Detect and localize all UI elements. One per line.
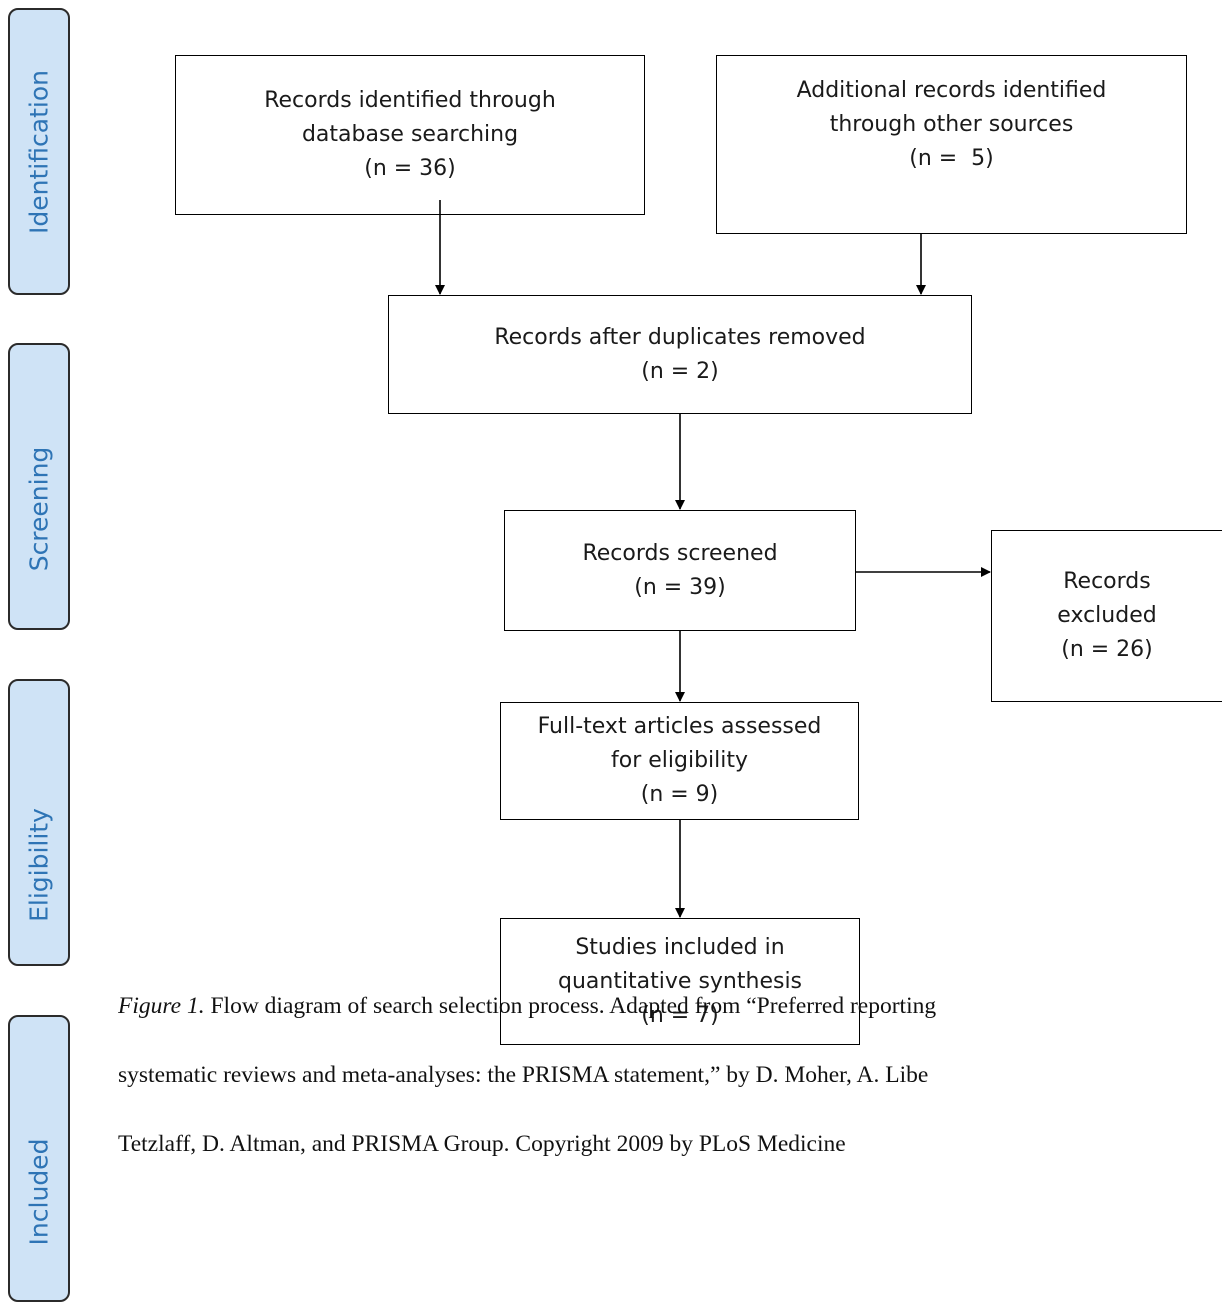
box-database-searching-line1: Records identified through — [264, 88, 556, 113]
box-database-searching: Records identified through database sear… — [175, 55, 645, 215]
box-records-excluded-line2: excluded — [1057, 603, 1157, 628]
caption-line-1-text: Flow diagram of search selection process… — [204, 993, 937, 1019]
box-records-excluded: Records excluded (n = 26) — [991, 530, 1222, 702]
box-full-text-count: (n = 9) — [640, 782, 719, 807]
box-other-sources: Additional records identified through ot… — [716, 55, 1187, 234]
stage-tab-included: Included — [8, 1015, 70, 1302]
box-studies-included-line2: quantitative synthesis — [557, 968, 803, 994]
box-other-sources-count: (n = 5) — [909, 146, 994, 171]
stage-tab-eligibility: Eligibility — [8, 679, 70, 966]
caption-line-1: Figure 1. Flow diagram of search selecti… — [118, 993, 936, 1020]
box-after-duplicates-count: (n = 2) — [641, 358, 719, 384]
box-full-text-eligibility: Full-text articles assessed for eligibil… — [500, 702, 859, 820]
box-records-screened-count: (n = 39) — [634, 574, 726, 600]
stage-tab-screening: Screening — [8, 343, 70, 630]
box-after-duplicates-line1: Records after duplicates removed — [494, 324, 866, 350]
box-after-duplicates: Records after duplicates removed (n = 2) — [388, 295, 972, 414]
figure-caption: Figure 1. Flow diagram of search selecti… — [118, 993, 1222, 1273]
box-records-screened-line1: Records screened — [582, 540, 778, 566]
box-records-excluded-count: (n = 26) — [1061, 637, 1153, 662]
box-studies-included-line1: Studies included in — [575, 934, 785, 960]
caption-line-3: Tetzlaff, D. Altman, and PRISMA Group. C… — [118, 1131, 846, 1157]
box-full-text-line1: Full-text articles assessed — [537, 714, 822, 739]
box-studies-included-count: (n = 7) — [641, 1002, 719, 1028]
box-other-sources-line2: through other sources — [829, 112, 1074, 137]
box-records-screened: Records screened (n = 39) — [504, 510, 856, 631]
stage-tab-identification: Identification — [8, 8, 70, 295]
box-database-searching-count: (n = 36) — [364, 156, 456, 181]
box-other-sources-line1: Additional records identified — [796, 78, 1107, 103]
box-database-searching-line2: database searching — [301, 122, 519, 147]
box-studies-included: Studies included in quantitative synthes… — [500, 918, 860, 1045]
box-records-excluded-line1: Records — [1063, 569, 1151, 594]
box-full-text-line2: for eligibility — [610, 748, 749, 773]
caption-figure-label: Figure 1. — [118, 993, 205, 1019]
caption-line-2: systematic reviews and meta-analyses: th… — [118, 1062, 929, 1088]
